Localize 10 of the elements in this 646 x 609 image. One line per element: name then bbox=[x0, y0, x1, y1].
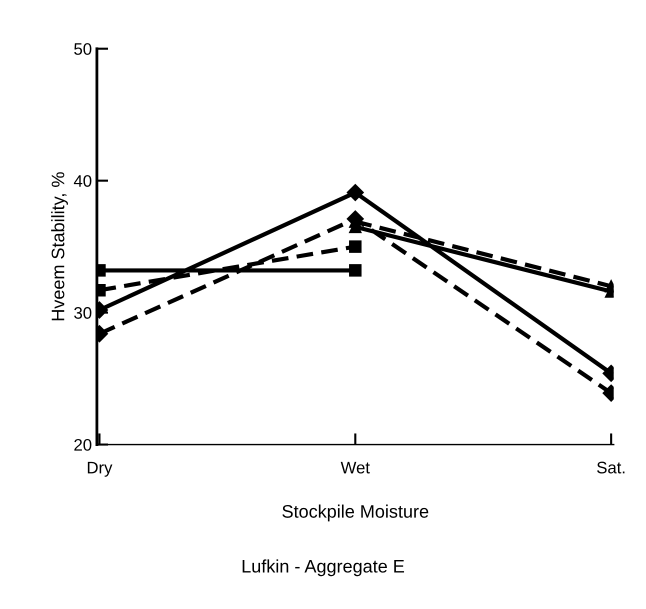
text: Lufkin - Aggregate E bbox=[242, 559, 404, 576]
x-tick-label: Wet bbox=[340, 462, 370, 474]
y-axis-title: Hveem Stability, % bbox=[51, 172, 68, 320]
x-tick-label: Sat. bbox=[597, 462, 624, 474]
y-tick-label: 30 bbox=[74, 307, 92, 319]
y-tick-label: 20 bbox=[74, 438, 92, 451]
y-tick-label: 50 bbox=[74, 43, 92, 55]
x-tick-label: Dry bbox=[88, 462, 112, 477]
y-tick-label: 40 bbox=[74, 175, 92, 187]
x-axis-title: Stockpile Moisture bbox=[282, 504, 428, 522]
